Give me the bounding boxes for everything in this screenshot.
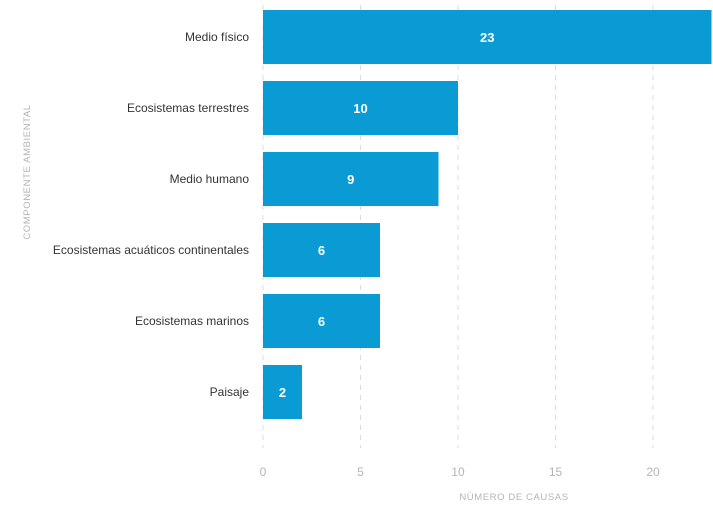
category-labels: Medio físico Ecosistemas terrestres Medio … (53, 30, 249, 399)
y-axis-title: COMPONENTE AMBIENTAL (22, 104, 33, 239)
bars: 23 10 9 6 6 2 (263, 10, 712, 419)
category-label-paisaje: Paisaje (210, 385, 250, 399)
x-tick-labels: 0 5 10 15 20 (260, 465, 660, 479)
value-label-medio-humano: 9 (347, 172, 354, 187)
bar-paisaje (263, 365, 302, 419)
category-label-medio-fisico: Medio físico (185, 30, 249, 44)
x-tick-label-10: 10 (451, 465, 465, 479)
x-tick-label-20: 20 (646, 465, 660, 479)
category-label-ecosistemas-terrestres: Ecosistemas terrestres (127, 101, 249, 115)
x-tick-label-0: 0 (260, 465, 267, 479)
category-label-ecosistemas-marinos: Ecosistemas marinos (135, 314, 249, 328)
value-label-paisaje: 2 (279, 385, 286, 400)
x-tick-label-5: 5 (357, 465, 364, 479)
bar-medio-fisico (263, 10, 712, 64)
bar-ecosistemas-terrestres (263, 81, 458, 135)
value-label-medio-fisico: 23 (480, 30, 494, 45)
bar-medio-humano (263, 152, 439, 206)
bar-ecosistemas-acuaticos-continentales (263, 223, 380, 277)
value-label-ecosistemas-terrestres: 10 (353, 101, 367, 116)
x-axis-title: NÚMERO DE CAUSAS (459, 492, 568, 503)
value-label-ecosistemas-acuaticos-continentales: 6 (318, 243, 325, 258)
x-tick-label-15: 15 (549, 465, 563, 479)
category-label-medio-humano: Medio humano (170, 172, 250, 186)
bar-ecosistemas-marinos (263, 294, 380, 348)
category-label-ecosistemas-acuaticos-continentales: Ecosistemas acuáticos continentales (53, 243, 249, 257)
value-label-ecosistemas-marinos: 6 (318, 314, 325, 329)
